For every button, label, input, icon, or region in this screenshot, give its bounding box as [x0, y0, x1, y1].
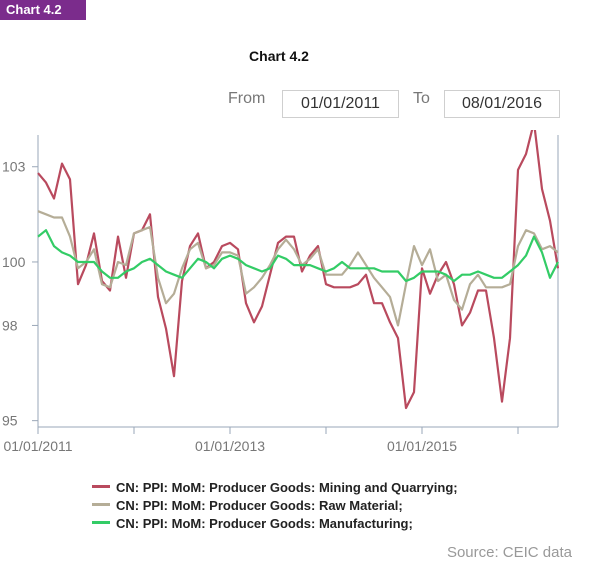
legend-label-manufacturing: CN: PPI: MoM: Producer Goods: Manufactur… [116, 516, 413, 531]
y-tick-label: 98 [2, 317, 18, 333]
source-note: Source: CEIC data [446, 544, 572, 561]
series-line-raw [37, 210, 559, 327]
legend-item-raw-material[interactable]: CN: PPI: MoM: Producer Goods: Raw Materi… [92, 498, 458, 516]
y-tick-label: 103 [2, 159, 26, 175]
to-label: To [413, 90, 430, 107]
x-axis-ticks: 01/01/2011 01/01/2013 01/01/2015 [3, 427, 519, 454]
x-tick-label: 01/01/2015 [387, 438, 457, 454]
legend-swatch-manufacturing [92, 521, 110, 525]
legend-item-mining[interactable]: CN: PPI: MoM: Producer Goods: Mining and… [92, 480, 458, 498]
series-line-manufacturing [37, 229, 559, 283]
chart-title: Chart 4.2 [249, 48, 309, 64]
from-label: From [228, 90, 266, 107]
legend-swatch-raw-material [92, 503, 110, 507]
legend-label-mining: CN: PPI: MoM: Producer Goods: Mining and… [116, 480, 458, 495]
legend-label-raw-material: CN: PPI: MoM: Producer Goods: Raw Materi… [116, 498, 403, 513]
to-date-field[interactable]: 08/01/2016 [444, 90, 560, 118]
series-lines [37, 130, 560, 410]
chart-axes [37, 135, 559, 428]
from-date-field[interactable]: 01/01/2011 [282, 90, 399, 118]
y-tick-label: 95 [2, 413, 18, 429]
chart-number-badge: Chart 4.2 [0, 0, 86, 20]
legend-item-manufacturing[interactable]: CN: PPI: MoM: Producer Goods: Manufactur… [92, 516, 458, 534]
chart-legend: CN: PPI: MoM: Producer Goods: Mining and… [92, 480, 458, 534]
y-tick-label: 100 [2, 254, 26, 270]
y-axis-ticks: 95 98 100 103 [2, 159, 38, 429]
series-line-mining [37, 130, 560, 410]
legend-swatch-mining [92, 485, 110, 489]
x-tick-label: 01/01/2011 [3, 438, 72, 454]
x-tick-label: 01/01/2013 [195, 438, 265, 454]
